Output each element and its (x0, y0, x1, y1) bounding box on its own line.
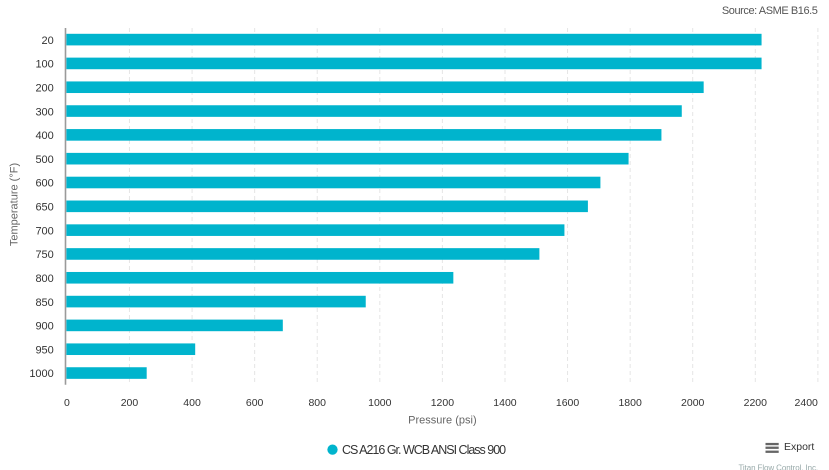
svg-text:CS A216 Gr. WCB ANSI Class 900: CS A216 Gr. WCB ANSI Class 900 (342, 443, 506, 457)
svg-text:Titan Flow Control, Inc.: Titan Flow Control, Inc. (738, 463, 818, 470)
svg-text:2400: 2400 (795, 397, 819, 409)
svg-text:600: 600 (246, 397, 264, 409)
svg-text:850: 850 (35, 297, 53, 309)
svg-text:800: 800 (35, 273, 53, 285)
svg-text:800: 800 (308, 397, 326, 409)
svg-text:2000: 2000 (681, 397, 705, 409)
svg-text:600: 600 (35, 178, 53, 190)
svg-text:2200: 2200 (744, 397, 768, 409)
svg-text:20: 20 (42, 35, 54, 47)
svg-text:Pressure (psi): Pressure (psi) (408, 415, 476, 427)
svg-text:1000: 1000 (368, 397, 392, 409)
svg-text:1800: 1800 (618, 397, 642, 409)
svg-text:200: 200 (121, 397, 139, 409)
svg-text:950: 950 (35, 344, 53, 356)
svg-text:750: 750 (35, 249, 53, 261)
svg-text:900: 900 (35, 321, 53, 333)
svg-text:700: 700 (35, 225, 53, 237)
svg-text:Source: ASME B16.5: Source: ASME B16.5 (722, 5, 818, 17)
svg-text:400: 400 (183, 397, 201, 409)
svg-text:1400: 1400 (493, 397, 517, 409)
svg-text:650: 650 (35, 202, 53, 214)
svg-text:1600: 1600 (556, 397, 580, 409)
svg-text:0: 0 (64, 397, 70, 409)
svg-text:200: 200 (35, 82, 53, 94)
svg-text:100: 100 (35, 59, 53, 71)
svg-text:400: 400 (35, 130, 53, 142)
svg-text:500: 500 (35, 154, 53, 166)
svg-text:300: 300 (35, 106, 53, 118)
svg-text:Export: Export (784, 441, 814, 453)
svg-text:1200: 1200 (431, 397, 455, 409)
svg-text:Temperature (°F): Temperature (°F) (9, 163, 21, 246)
svg-text:1000: 1000 (29, 368, 53, 380)
